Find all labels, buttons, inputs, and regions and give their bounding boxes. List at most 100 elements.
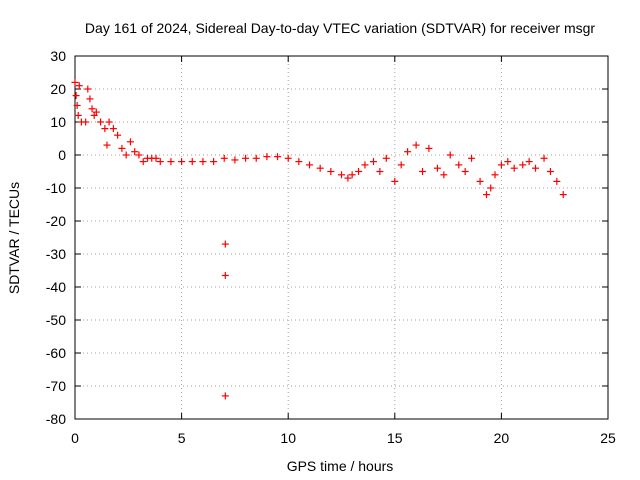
y-tick-label: -30 [46, 246, 66, 262]
chart-title: Day 161 of 2024, Sidereal Day-to-day VTE… [85, 20, 595, 36]
data-point [135, 151, 143, 159]
data-point [242, 154, 250, 162]
y-axis-label: SDTVAR / TECUs [6, 182, 22, 294]
y-tick-label: 30 [50, 48, 66, 64]
data-point [497, 161, 505, 169]
data-point [338, 171, 345, 179]
data-point [72, 92, 80, 100]
data-point [404, 148, 412, 156]
data-point [446, 151, 454, 159]
data-point [152, 154, 160, 162]
data-point [425, 144, 433, 152]
data-point [376, 168, 384, 175]
y-tick-label: 20 [50, 81, 66, 97]
data-point [103, 141, 111, 149]
data-point [306, 161, 314, 169]
data-point [139, 158, 147, 166]
data-point [105, 118, 113, 126]
data-point [295, 158, 303, 166]
data-point [97, 118, 105, 126]
x-tick-label: 5 [178, 430, 186, 446]
data-point [167, 158, 175, 166]
data-point [553, 177, 561, 185]
data-point [221, 240, 229, 248]
data-point [532, 164, 540, 172]
data-point [344, 174, 352, 182]
data-point [482, 191, 490, 199]
data-point [156, 158, 164, 166]
y-tick-label: -40 [46, 279, 66, 295]
y-tick-label: -50 [46, 312, 66, 328]
data-point [504, 158, 512, 166]
data-point [397, 161, 405, 169]
data-point [220, 154, 228, 162]
data-point [391, 177, 399, 185]
data-point [540, 154, 548, 162]
y-tick-label: -20 [46, 213, 66, 229]
data-point [252, 154, 260, 162]
data-point [92, 108, 100, 116]
x-tick-label: 25 [600, 430, 616, 446]
data-point [468, 154, 476, 162]
axis-ticks: 0 5 10 15 20 25 30 20 10 0 -10 -20 -30 -40 -50 -60 -70 -8… [46, 48, 616, 446]
data-point [487, 184, 495, 192]
data-point [75, 82, 83, 90]
x-axis-label: GPS time / hours [287, 458, 394, 474]
y-tick-label: 10 [50, 114, 66, 130]
data-point [382, 154, 390, 162]
data-point [355, 168, 363, 175]
data-point [114, 131, 122, 139]
data-point [74, 111, 82, 119]
data-point [412, 141, 420, 149]
y-tick-label: -10 [46, 180, 66, 196]
data-point [546, 168, 554, 175]
x-tick-label: 20 [494, 430, 510, 446]
data-point [82, 118, 90, 126]
data-point [559, 191, 567, 199]
data-point [101, 125, 109, 133]
data-point [221, 271, 229, 279]
data-point [88, 105, 96, 113]
data-point [118, 144, 126, 152]
data-point [73, 102, 81, 109]
data-point [455, 161, 463, 169]
data-point [71, 78, 79, 86]
data-points [71, 78, 567, 400]
data-point [327, 168, 335, 175]
data-point [510, 164, 518, 172]
grid-lines [75, 56, 608, 419]
data-point [221, 392, 229, 400]
data-point [476, 177, 484, 185]
x-tick-label: 0 [71, 430, 79, 446]
data-point [231, 156, 239, 164]
data-point [178, 158, 186, 166]
y-tick-label: -60 [46, 345, 66, 361]
data-point [274, 153, 282, 161]
data-point [419, 168, 427, 175]
data-point [109, 125, 117, 133]
y-tick-label: 0 [58, 147, 66, 163]
data-point [84, 85, 92, 93]
data-point [199, 158, 207, 166]
x-tick-label: 15 [387, 430, 403, 446]
data-point [86, 95, 94, 103]
data-point [263, 153, 271, 161]
data-point [433, 164, 441, 172]
data-point [525, 158, 533, 166]
data-point [348, 171, 356, 179]
data-point [210, 158, 218, 166]
plot-frame [74, 55, 609, 420]
y-tick-label: -70 [46, 378, 66, 394]
data-point [126, 138, 134, 146]
data-point [361, 161, 369, 169]
data-point [131, 148, 139, 156]
y-tick-label: -80 [46, 411, 66, 427]
data-point [440, 171, 448, 179]
x-tick-label: 10 [280, 430, 296, 446]
data-point [369, 158, 377, 166]
data-point [519, 161, 527, 169]
data-point [122, 151, 130, 159]
data-point [284, 154, 292, 162]
data-point [461, 168, 469, 175]
